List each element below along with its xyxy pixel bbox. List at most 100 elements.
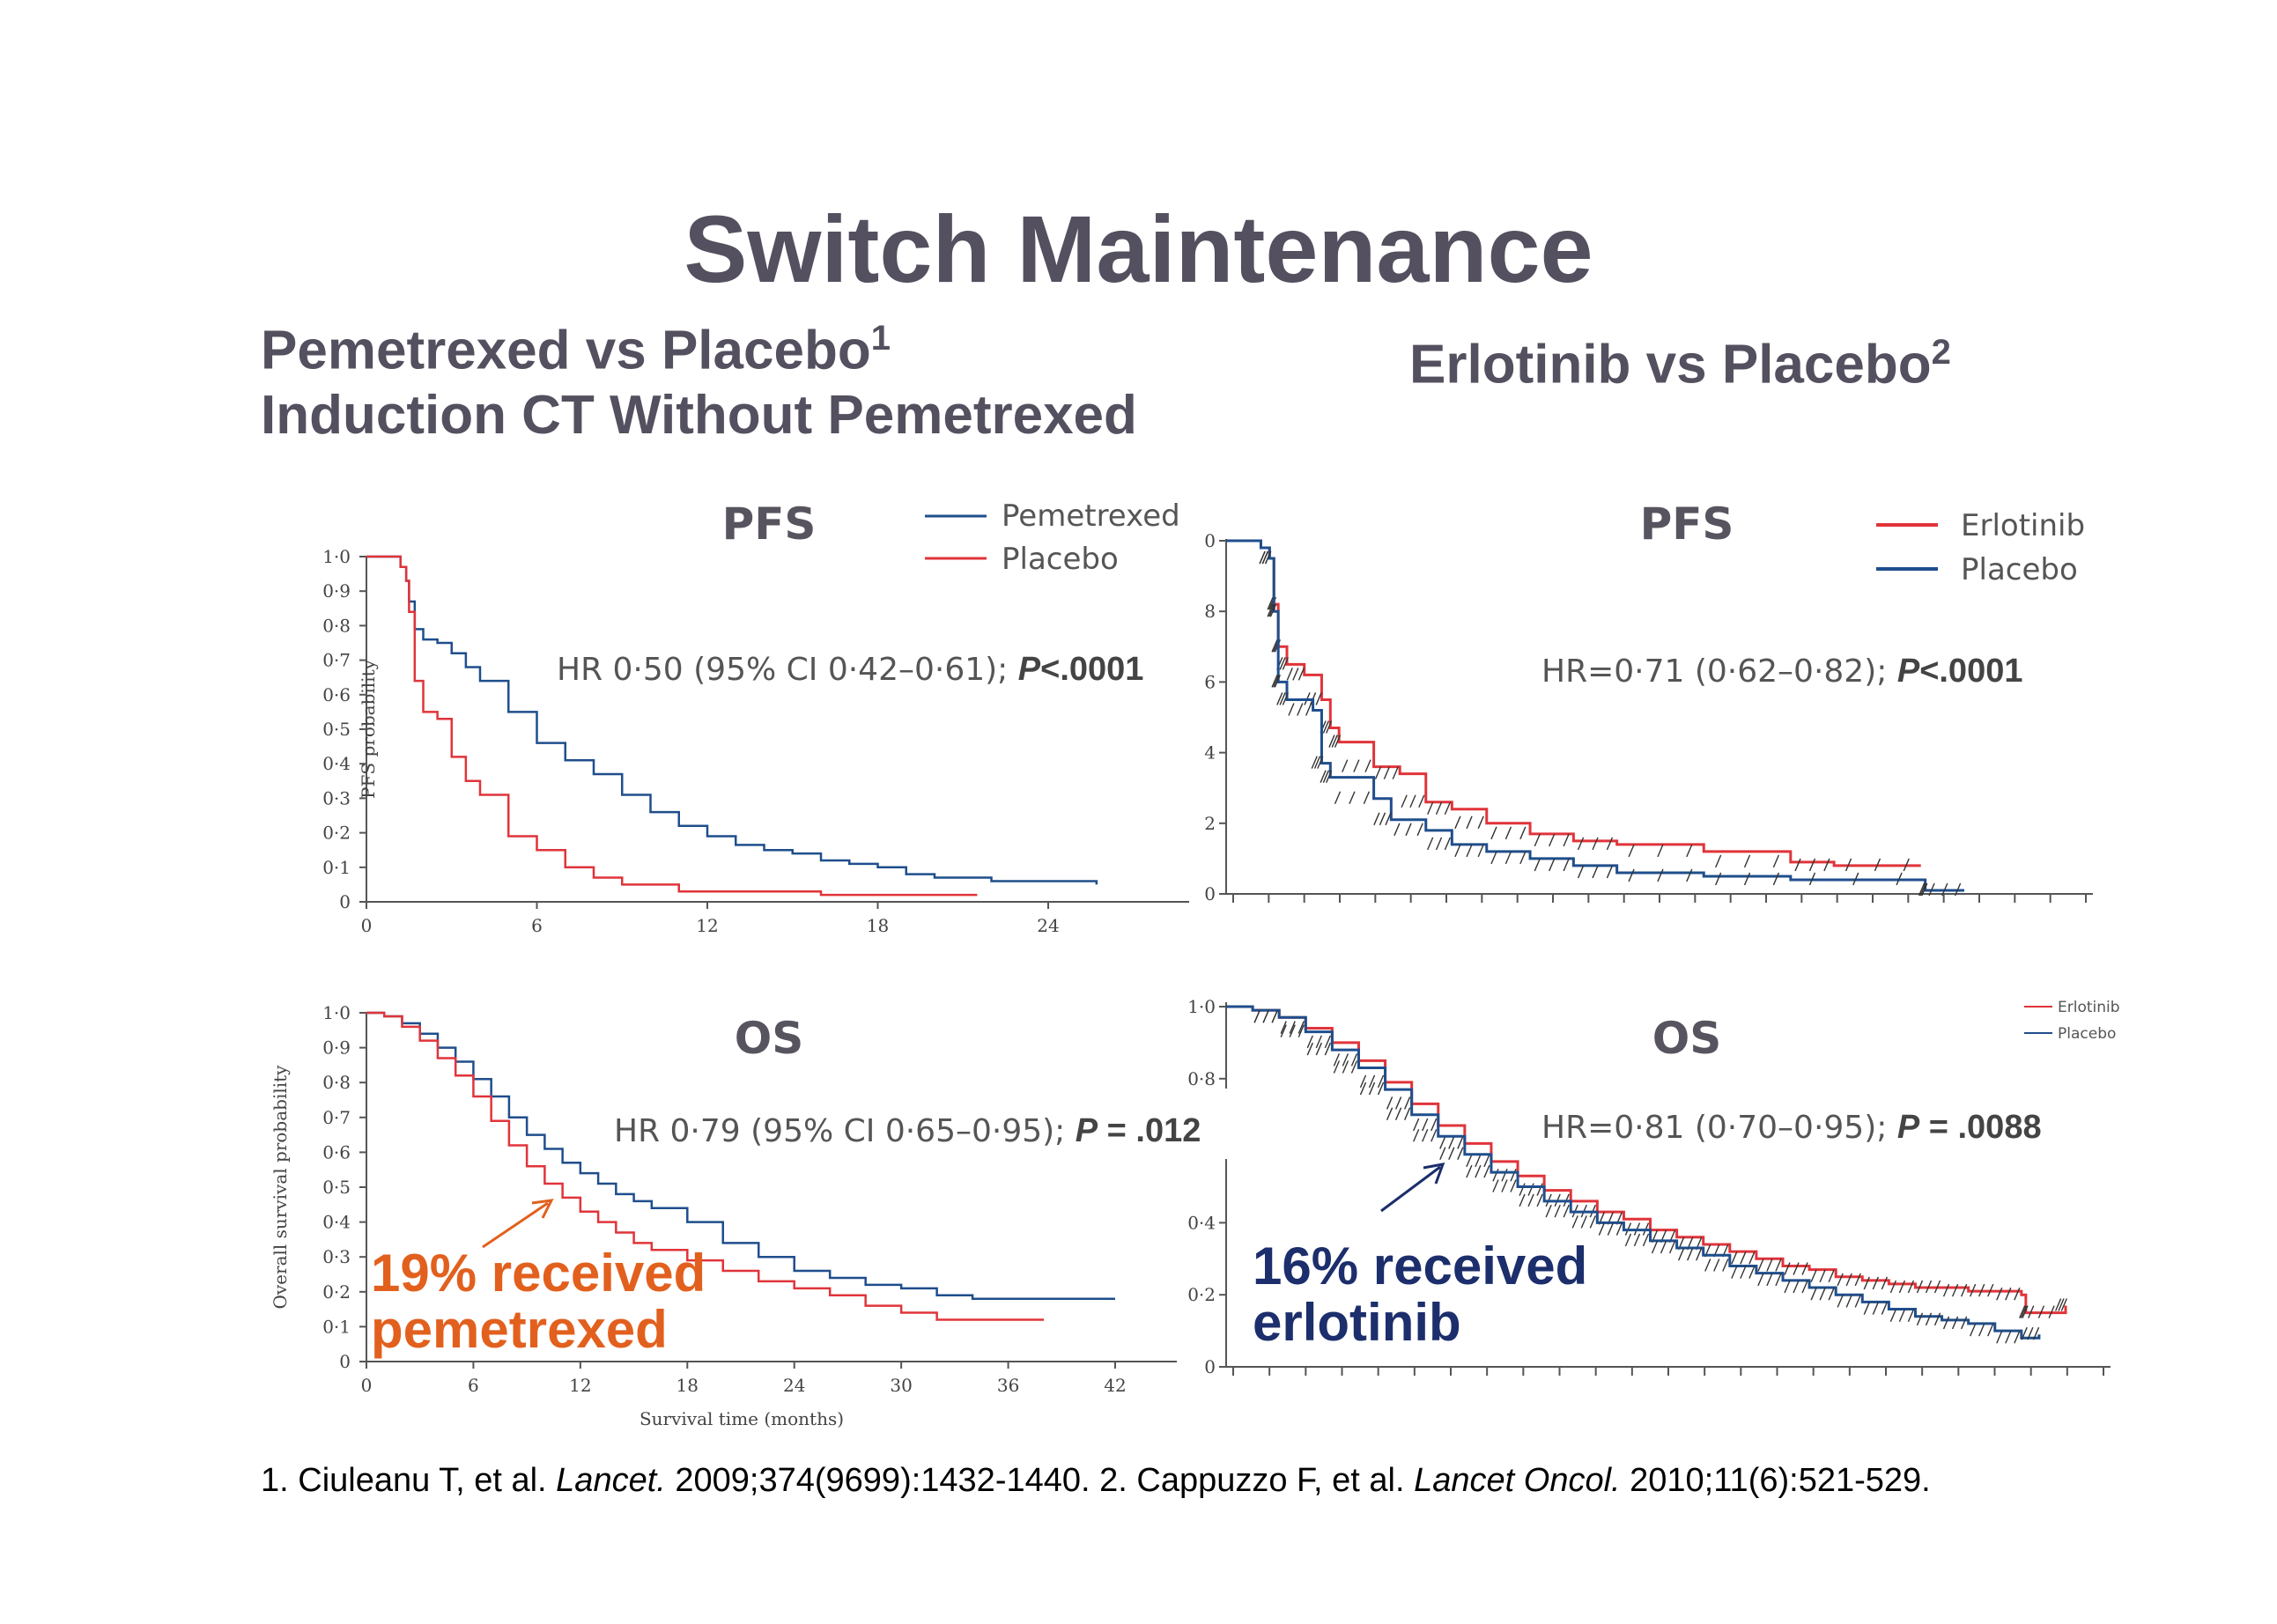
- censor-mark: [1606, 865, 1614, 879]
- censor-mark: [1392, 766, 1399, 779]
- censor-mark: [1265, 550, 1272, 565]
- x-tick-label: 30: [890, 1375, 912, 1396]
- censor-mark: [1271, 1009, 1278, 1023]
- censor-mark: [2005, 1331, 2012, 1344]
- right-header-text: Erlotinib vs Placebo: [1409, 334, 1932, 395]
- censor-mark: [1536, 1183, 1543, 1196]
- censor-mark: [1394, 1107, 1402, 1120]
- censor-mark: [1563, 1204, 1570, 1218]
- censor-mark: [1970, 1323, 1977, 1337]
- censor-mark: [1385, 812, 1392, 826]
- x-tick-label: 0: [361, 915, 373, 936]
- censor-mark: [2054, 1298, 2062, 1311]
- censor-mark: [1368, 1074, 1376, 1089]
- legend-label-pemetrexed: Pemetrexed: [1002, 498, 1180, 534]
- hr-p-label: P: [1076, 1112, 1098, 1149]
- censor-mark: [1454, 816, 1461, 830]
- censor-mark: [1874, 858, 1881, 872]
- hr-p-label: P: [1897, 653, 1920, 690]
- censor-mark: [1297, 668, 1305, 681]
- censor-mark: [1580, 1215, 1587, 1229]
- censor-mark: [1350, 1060, 1358, 1074]
- censor-mark: [1668, 1240, 1676, 1254]
- y-axis-label: Overall survival probability: [270, 1065, 291, 1310]
- ref1-post: 2009;374(9699):1432-1440. 2. Cappuzzo F,…: [665, 1462, 1415, 1499]
- censor-mark: [1279, 657, 1286, 670]
- censor-mark: [1592, 837, 1599, 851]
- censor-mark: [1740, 1266, 1747, 1279]
- censor-mark: [1686, 844, 1693, 858]
- censor-mark: [1628, 844, 1635, 858]
- censor-mark: [2032, 1326, 2040, 1340]
- censor-mark: [1633, 1233, 1641, 1247]
- censor-mark: [2005, 1287, 2012, 1301]
- censor-mark: [1333, 1060, 1341, 1074]
- censor-mark: [1925, 1312, 1933, 1326]
- censor-mark: [1996, 1331, 2003, 1344]
- censor-mark: [1549, 833, 1556, 847]
- censor-mark: [1297, 1024, 1305, 1037]
- y-tick-label: 0: [1204, 530, 1216, 551]
- censor-mark: [1504, 826, 1512, 840]
- censor-mark: [1262, 1009, 1269, 1023]
- ref2-post: 2010;11(6):521-529.: [1620, 1462, 1931, 1499]
- censor-mark: [1342, 759, 1349, 772]
- censor-mark: [1748, 1266, 1756, 1279]
- censor-mark: [1279, 692, 1286, 705]
- censor-mark: [1427, 801, 1434, 816]
- censor-mark: [1448, 1136, 1455, 1149]
- hr-text: HR 0·79 (95% CI 0·65–0·95);: [614, 1113, 1076, 1149]
- censor-mark: [1951, 1316, 1959, 1330]
- censor-mark: [1259, 550, 1266, 565]
- censor-mark: [1324, 1042, 1332, 1056]
- censor-mark: [1373, 812, 1380, 826]
- series-line-placebo: [1226, 1005, 2041, 1340]
- censor-mark: [1483, 1164, 1490, 1178]
- censor-mark: [1743, 872, 1751, 886]
- censor-mark: [1881, 1302, 1888, 1315]
- censor-mark: [1845, 1273, 1852, 1287]
- series-line-placebo: [1226, 539, 1964, 892]
- censor-mark: [1292, 668, 1299, 681]
- censor-mark: [1394, 1096, 1402, 1110]
- hr-text: HR 0·50 (95% CI 0·42–0·61);: [557, 652, 1018, 688]
- censor-mark: [1845, 1295, 1852, 1308]
- censor-mark: [1743, 854, 1751, 868]
- censor-mark: [1960, 1283, 1968, 1297]
- y-tick-label: 0·2: [322, 1281, 351, 1303]
- censor-mark: [1322, 720, 1330, 734]
- censor-mark: [1315, 692, 1322, 705]
- censor-mark: [1928, 882, 1935, 897]
- censor-mark: [1942, 1283, 1950, 1297]
- hr-annotation: HR=0·81 (0·70–0·95); P = .0088: [1541, 1109, 2042, 1146]
- legend-label-placebo: Placebo: [1002, 542, 1119, 577]
- censor-mark: [1271, 639, 1278, 653]
- legend-label-erlotinib: Erlotinib: [2058, 999, 2120, 1016]
- censor-mark: [1970, 1283, 1977, 1297]
- censor-mark: [1457, 1147, 1464, 1160]
- ref2-journal: Lancet Oncol.: [1414, 1462, 1621, 1499]
- censor-mark: [1918, 882, 1926, 897]
- y-tick-label: 0·5: [322, 719, 351, 740]
- censor-mark: [1288, 703, 1295, 716]
- y-tick-label: 6: [1204, 671, 1216, 692]
- censor-mark: [1775, 1259, 1782, 1272]
- x-tick-label: 12: [696, 915, 718, 936]
- censor-mark: [1801, 1280, 1808, 1294]
- hr-annotation: HR=0·71 (0·62–0·82); P<.0001: [1541, 653, 2022, 690]
- censor-mark: [1872, 1276, 1879, 1290]
- censor-mark: [1563, 858, 1570, 872]
- hr-annotation: HR 0·79 (95% CI 0·65–0·95); P = .012: [614, 1112, 1201, 1149]
- censor-mark: [1431, 1128, 1438, 1142]
- censor-mark: [1386, 1107, 1394, 1120]
- chart-title: PFS: [722, 498, 817, 550]
- censor-mark: [2028, 1305, 2035, 1318]
- right-header-line1: Erlotinib vs Placebo2: [1409, 333, 1951, 396]
- censor-mark: [1606, 837, 1614, 851]
- censor-mark: [1510, 1179, 1517, 1192]
- censor-mark: [1386, 1096, 1394, 1110]
- censor-mark: [1828, 1287, 1835, 1301]
- y-tick-label: 1·0: [322, 1002, 351, 1023]
- censor-mark: [1577, 865, 1585, 879]
- censor-mark: [1334, 734, 1342, 748]
